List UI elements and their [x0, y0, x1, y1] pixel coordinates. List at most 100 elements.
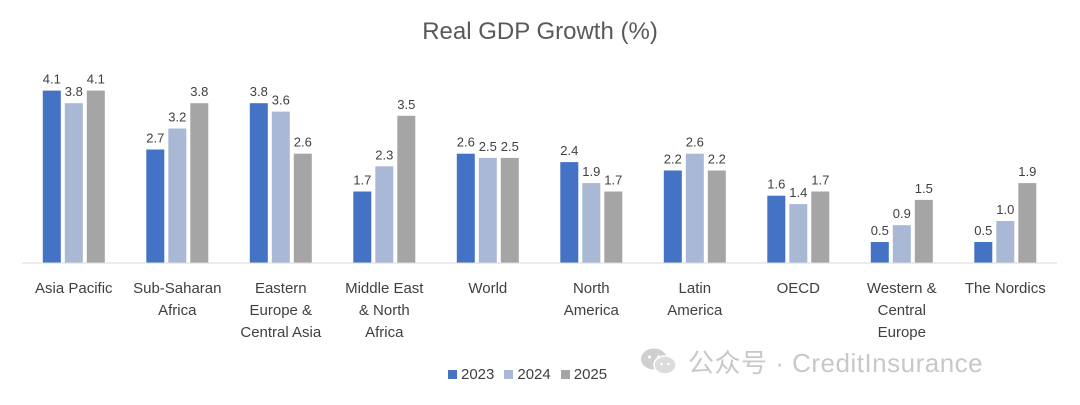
bar-2025-8	[914, 199, 933, 263]
category-label-line: Europe	[878, 324, 926, 341]
data-label-2025-0: 4.1	[87, 72, 105, 87]
category-label-9: The Nordics	[965, 280, 1046, 297]
category-label-7: OECD	[777, 280, 821, 297]
category-label-0: Asia Pacific	[35, 280, 113, 297]
watermark-text: 公众号 · CreditInsurance	[688, 348, 984, 378]
category-label-line: Central	[878, 302, 926, 319]
legend-item-2024: 2024	[504, 366, 551, 383]
category-label-line: Asia Pacific	[35, 280, 113, 297]
category-label-line: OECD	[777, 280, 821, 297]
category-label-line: America	[564, 302, 620, 319]
bar-2023-6	[663, 170, 682, 263]
category-label-2: Eastern Europe & Central Asia	[240, 280, 322, 341]
data-label-2025-4: 2.5	[501, 139, 519, 154]
bar-2023-9	[974, 242, 993, 263]
wechat-icon	[641, 348, 677, 375]
data-label-2024-7: 1.4	[789, 185, 807, 200]
data-label-2023-3: 1.7	[353, 173, 371, 188]
data-label-2024-0: 3.8	[65, 84, 83, 99]
bar-2024-1	[168, 128, 187, 263]
bar-2024-6	[685, 153, 704, 263]
category-labels-group: Asia Pacific Sub-Saharan Africa Eastern Euro…	[35, 280, 1046, 341]
bar-2024-3	[375, 166, 394, 263]
data-label-2025-7: 1.7	[811, 173, 829, 188]
category-label-line: World	[468, 280, 507, 297]
legend-item-2023: 2023	[448, 366, 494, 383]
data-label-2023-7: 1.6	[767, 177, 785, 192]
category-label-line: Europe &	[250, 302, 313, 319]
data-label-2025-9: 1.9	[1018, 164, 1036, 179]
bar-2023-2	[249, 103, 268, 263]
data-label-2024-5: 1.9	[582, 164, 600, 179]
bar-2025-1	[190, 103, 209, 263]
data-label-2023-9: 0.5	[974, 223, 992, 238]
data-label-2025-3: 3.5	[397, 97, 415, 112]
category-label-line: Sub-Saharan	[133, 280, 221, 297]
category-label-line: America	[667, 302, 723, 319]
bar-2023-3	[353, 191, 372, 263]
bar-2024-9	[996, 221, 1015, 263]
category-label-line: Latin	[679, 280, 712, 297]
legend-swatch-2025	[560, 370, 570, 379]
data-label-2023-2: 3.8	[250, 84, 268, 99]
category-label-line: & North	[359, 302, 410, 319]
category-label-1: Sub-Saharan Africa	[133, 280, 221, 319]
bar-2024-8	[892, 225, 911, 263]
data-label-2024-4: 2.5	[479, 139, 497, 154]
data-label-2023-8: 0.5	[871, 223, 889, 238]
bar-2023-8	[870, 242, 889, 263]
bar-2023-5	[560, 162, 579, 263]
bar-2025-4	[500, 157, 519, 263]
category-label-4: World	[468, 280, 507, 297]
data-label-2024-8: 0.9	[893, 206, 911, 221]
legend-swatch-2023	[448, 370, 457, 379]
data-label-2023-1: 2.7	[146, 131, 164, 146]
legend: 2023 2024 2025	[448, 366, 607, 383]
data-label-2024-6: 2.6	[686, 135, 704, 150]
category-label-6: Latin America	[667, 280, 723, 319]
data-label-2025-5: 1.7	[604, 173, 622, 188]
bar-2025-7	[811, 191, 830, 263]
data-label-2023-0: 4.1	[43, 72, 61, 87]
bars-group	[42, 90, 1037, 263]
data-label-2024-1: 3.2	[168, 110, 186, 125]
bar-2025-9	[1018, 183, 1037, 263]
legend-label-2024: 2024	[517, 366, 551, 383]
bar-2023-0	[42, 90, 61, 263]
bar-2025-0	[86, 90, 105, 263]
value-labels-group: 4.1 3.8 4.1 2.7 3.2 3.8 3.8 3.6 2.6 1.7 2.3 3.5 2.6 2…	[43, 72, 1037, 238]
category-label-line: The Nordics	[965, 280, 1046, 297]
data-label-2025-1: 3.8	[190, 84, 208, 99]
data-label-2023-6: 2.2	[664, 152, 682, 167]
data-label-2024-2: 3.6	[272, 93, 290, 108]
data-label-2025-8: 1.5	[915, 181, 933, 196]
bar-2024-0	[64, 103, 83, 263]
data-label-2023-4: 2.6	[457, 135, 475, 150]
category-label-line: Africa	[158, 302, 197, 319]
category-label-3: Middle East & North Africa	[345, 280, 424, 341]
watermark: 公众号 · CreditInsurance	[640, 343, 983, 380]
category-label-line: Middle East	[345, 280, 424, 297]
bar-2023-4	[456, 153, 475, 263]
data-label-2023-5: 2.4	[560, 143, 578, 158]
data-label-2025-6: 2.2	[708, 152, 726, 167]
bar-2024-4	[478, 157, 497, 263]
bar-2024-7	[789, 204, 808, 263]
legend-label-2023: 2023	[461, 366, 495, 383]
bar-2024-5	[582, 183, 601, 263]
legend-label-2025: 2025	[573, 366, 608, 383]
data-label-2024-9: 1.0	[996, 202, 1014, 217]
legend-swatch-2024	[504, 370, 514, 379]
bar-2025-5	[604, 191, 623, 263]
category-label-5: North America	[564, 280, 620, 319]
bar-2023-1	[146, 149, 165, 263]
bar-2025-6	[707, 170, 726, 263]
category-label-line: Eastern	[255, 280, 307, 297]
chart-title: Real GDP Growth (%)	[422, 18, 658, 45]
category-label-line: Western &	[867, 280, 937, 297]
bar-2025-2	[293, 153, 312, 263]
category-label-8: Western & Central Europe	[867, 280, 937, 341]
bar-2025-3	[397, 115, 416, 263]
category-label-line: North	[573, 280, 610, 297]
